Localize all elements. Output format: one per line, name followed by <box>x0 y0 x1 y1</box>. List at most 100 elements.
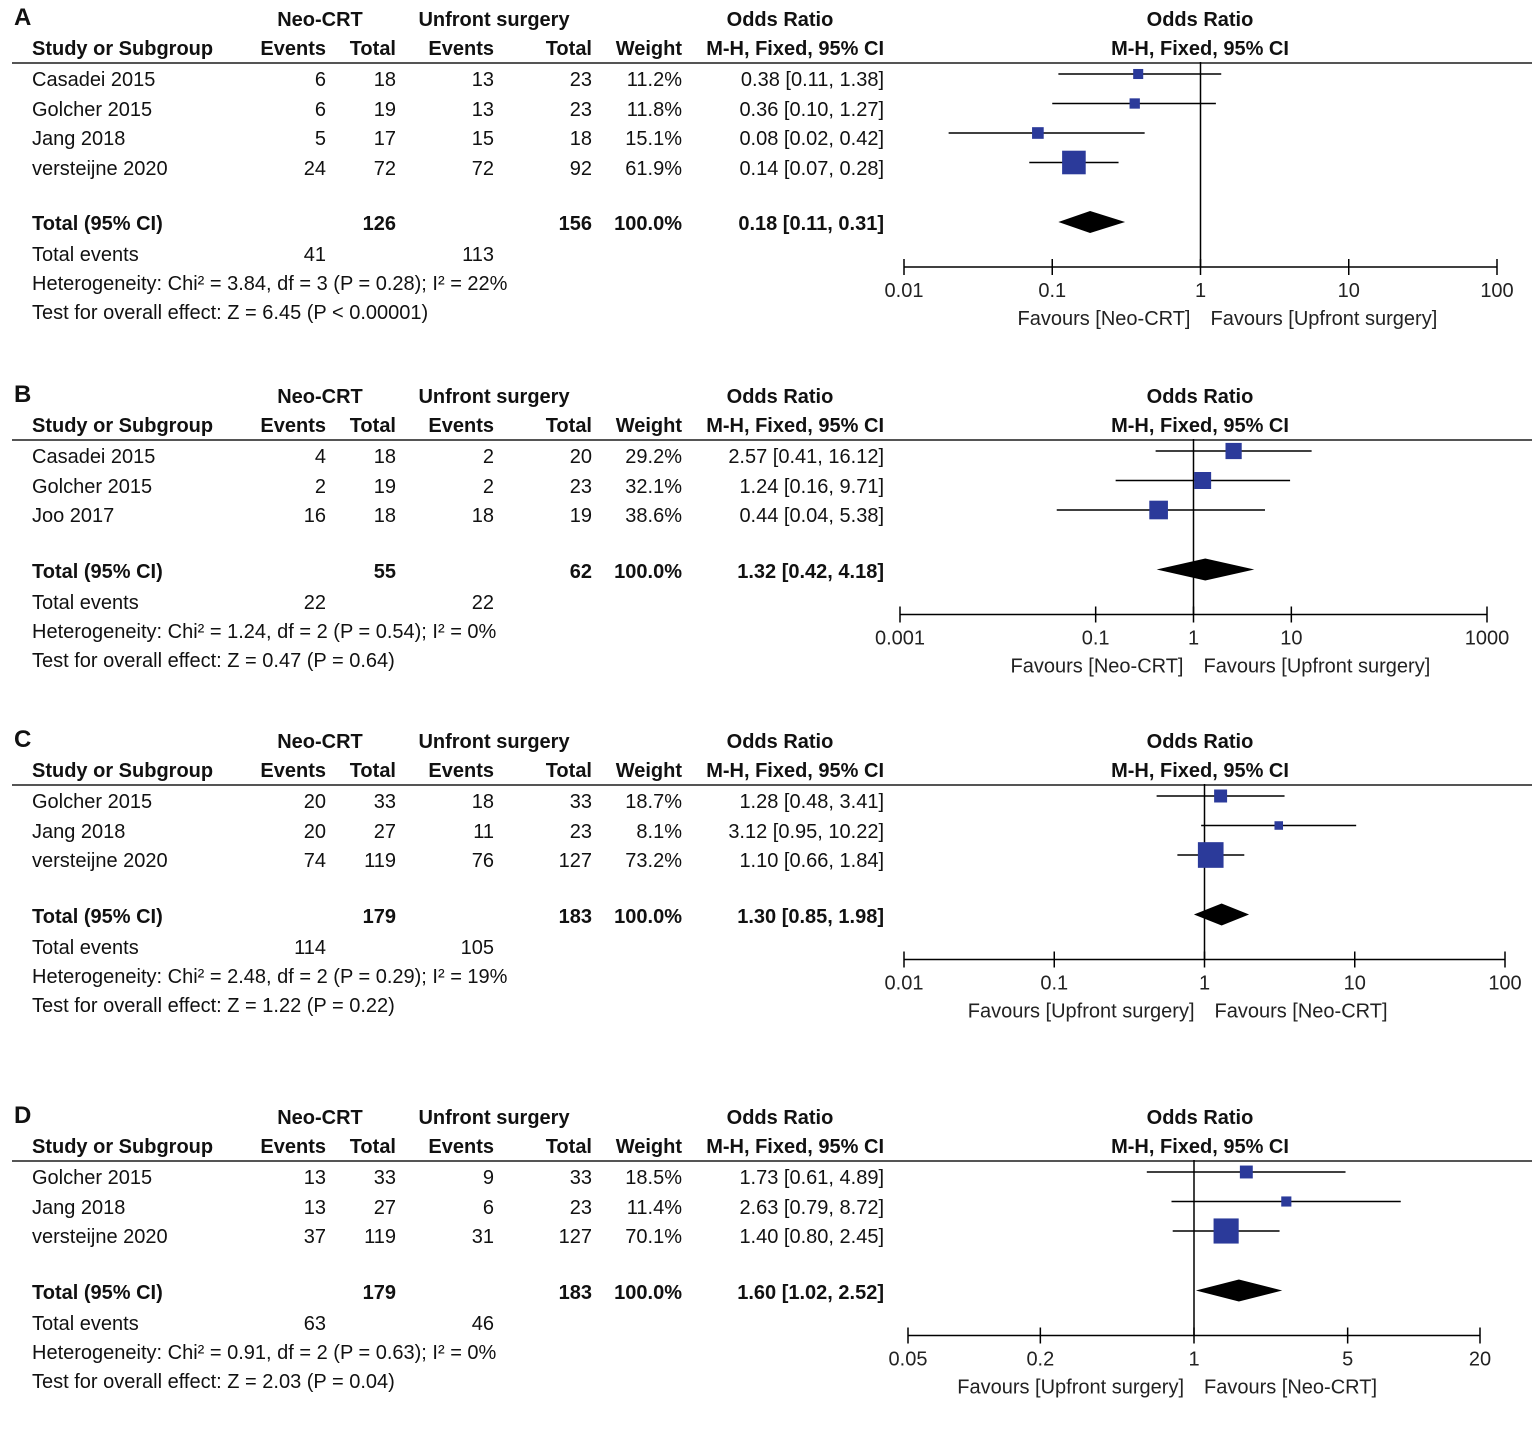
pooled-diamond <box>1195 1279 1283 1302</box>
study-t2: 33 <box>569 791 592 813</box>
favours-left-label: Favours [Upfront surgery] <box>968 1001 1195 1023</box>
total-events-e1: 41 <box>303 244 326 266</box>
total-events-label: Total events <box>32 1312 139 1335</box>
method-header-plot: M-H, Fixed, 95% CI <box>1111 38 1289 60</box>
x-axis-tick-label: 1 <box>1199 973 1210 995</box>
group1-header: Neo-CRT <box>277 731 363 753</box>
study-t2: 23 <box>569 820 592 843</box>
group2-header: Unfront surgery <box>418 1107 570 1129</box>
effect-header-table: Odds Ratio <box>726 1107 834 1129</box>
study-name: Casadei 2015 <box>32 69 156 91</box>
study-t2: 23 <box>569 98 592 121</box>
column-header-t2: Total <box>545 760 592 782</box>
column-header-e1: Events <box>260 1136 326 1158</box>
study-name: Jang 2018 <box>32 1196 126 1219</box>
x-axis-tick-label: 0.001 <box>875 628 925 650</box>
study-e2: 13 <box>471 69 494 91</box>
study-e1: 2 <box>314 475 326 498</box>
total-weight: 100.0% <box>614 905 682 928</box>
column-header-e2: Events <box>428 38 494 60</box>
study-ci: 2.63 [0.79, 8.72] <box>739 1196 884 1219</box>
method-header-plot: M-H, Fixed, 95% CI <box>1111 760 1289 782</box>
favours-left-label: Favours [Neo-CRT] <box>1017 308 1190 330</box>
x-axis-tick-label: 5 <box>1342 1349 1353 1371</box>
x-axis-tick-label: 100 <box>1488 973 1521 995</box>
group1-header: Neo-CRT <box>277 1107 363 1129</box>
forest-plot: 0.01 0.1 1 10 100 Favours [Neo-CRT] Favours [U… <box>885 62 1514 330</box>
forest-plot: 0.01 0.1 1 10 100 Favours [Upfront surgery] Fa… <box>885 784 1522 1023</box>
study-name: Casadei 2015 <box>32 446 156 468</box>
column-header-e1: Events <box>260 415 326 437</box>
column-header-w: Weight <box>615 1136 682 1158</box>
study-weight: 73.2% <box>625 850 682 872</box>
total-events-e2: 113 <box>462 244 494 266</box>
study-marker <box>1274 821 1284 830</box>
effect-header-plot: Odds Ratio <box>1146 386 1254 408</box>
study-e2: 6 <box>482 1196 494 1219</box>
column-header-t1: Total <box>349 415 396 437</box>
total-label: Total (95% CI) <box>32 1281 163 1304</box>
study-name: versteijne 2020 <box>32 157 168 180</box>
study-t1: 119 <box>364 850 396 872</box>
overall-effect-text: Test for overall effect: Z = 1.22 (P = 0… <box>32 994 395 1017</box>
study-e1: 4 <box>314 446 326 468</box>
forest-panel-a: A Neo-CRT Unfront surgery Odds Ratio Odds Ra… <box>0 0 1535 340</box>
column-header-t2: Total <box>545 415 592 437</box>
study-weight: 8.1% <box>636 820 682 843</box>
study-marker <box>1281 1196 1292 1207</box>
study-marker <box>1197 842 1224 868</box>
study-t2: 20 <box>569 446 592 468</box>
study-name: Golcher 2015 <box>32 475 153 498</box>
method-header-plot: M-H, Fixed, 95% CI <box>1111 415 1289 437</box>
column-header-e2: Events <box>428 415 494 437</box>
study-ci: 0.14 [0.07, 0.28] <box>739 157 884 180</box>
heterogeneity-text: Heterogeneity: Chi² = 1.24, df = 2 (P = … <box>32 620 497 643</box>
x-axis-tick-label: 0.1 <box>1082 628 1110 650</box>
study-weight: 18.5% <box>625 1167 682 1189</box>
study-e1: 13 <box>303 1196 326 1219</box>
study-e2: 72 <box>471 157 494 180</box>
column-header-w: Weight <box>615 38 682 60</box>
column-header-t1: Total <box>349 1136 396 1158</box>
study-e1: 74 <box>303 850 326 872</box>
group1-header: Neo-CRT <box>277 9 363 31</box>
column-header-ci: M-H, Fixed, 95% CI <box>706 1136 884 1158</box>
column-header-e2: Events <box>428 1136 494 1158</box>
study-t1: 19 <box>373 475 396 498</box>
favours-right-label: Favours [Neo-CRT] <box>1204 1377 1377 1399</box>
group2-header: Unfront surgery <box>418 731 570 753</box>
column-header-t1: Total <box>349 760 396 782</box>
header-rule <box>12 62 1532 64</box>
column-header-t2: Total <box>545 38 592 60</box>
study-t1: 18 <box>373 446 396 468</box>
study-ci: 3.12 [0.95, 10.22] <box>728 820 884 843</box>
x-axis-tick-label: 1000 <box>1465 628 1510 650</box>
total-ci: 1.60 [1.02, 2.52] <box>737 1281 884 1304</box>
favours-left-label: Favours [Upfront surgery] <box>957 1377 1184 1399</box>
total-t2: 183 <box>558 905 592 928</box>
study-name: Jang 2018 <box>32 128 126 150</box>
study-weight: 61.9% <box>625 157 682 180</box>
forest-panel-c: C Neo-CRT Unfront surgery Odds Ratio Odds Ra… <box>0 722 1535 1062</box>
study-weight: 11.8% <box>626 98 682 121</box>
study-t1: 19 <box>373 98 396 121</box>
study-marker <box>1032 127 1044 139</box>
study-e1: 5 <box>314 128 326 150</box>
column-header-ci: M-H, Fixed, 95% CI <box>706 760 884 782</box>
effect-header-plot: Odds Ratio <box>1146 9 1254 31</box>
total-events-e2: 105 <box>460 936 494 959</box>
study-t2: 92 <box>569 157 592 180</box>
forest-panel-b: B Neo-CRT Unfront surgery Odds Ratio Odds Ra… <box>0 377 1535 717</box>
study-ci: 1.40 [0.80, 2.45] <box>739 1226 884 1248</box>
panel-letter: C <box>14 726 32 753</box>
study-name: Jang 2018 <box>32 820 126 843</box>
total-ci: 0.18 [0.11, 0.31] <box>738 213 884 235</box>
study-e1: 24 <box>303 157 326 180</box>
header-rule <box>12 1160 1532 1162</box>
study-t1: 119 <box>364 1226 396 1248</box>
header-rule <box>12 439 1532 441</box>
study-marker <box>1149 500 1168 520</box>
column-header-t1: Total <box>349 38 396 60</box>
favours-right-label: Favours [Neo-CRT] <box>1215 1001 1388 1023</box>
study-weight: 15.1% <box>625 128 682 150</box>
